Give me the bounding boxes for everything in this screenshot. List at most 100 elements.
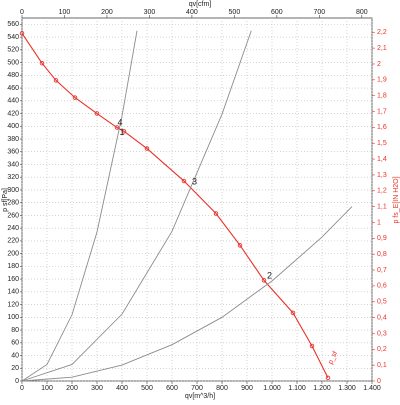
series-label: p_sf [327, 350, 339, 365]
y2-tick-label: 1 [377, 219, 381, 226]
x-tick-label: 1.000 [263, 385, 281, 392]
y2-tick-label: 1,6 [377, 124, 387, 131]
x-tick-label: 900 [241, 385, 253, 392]
y-tick-label: 540 [7, 34, 19, 41]
y-tick-label: 380 [7, 136, 19, 143]
y2-tick-label: 0,9 [377, 235, 387, 242]
x2-axis-title: qv[cfm] [189, 1, 212, 8]
y-axis-title: p sf[Pa] [2, 188, 9, 212]
point-number: 4 [117, 117, 122, 127]
y-tick-label: 100 [7, 314, 19, 321]
point-marker [144, 146, 150, 151]
y2-tick-label: 0,2 [377, 346, 387, 353]
x-tick-label: 100 [41, 385, 53, 392]
y-tick-label: 120 [7, 301, 19, 308]
y-tick-label: 200 [7, 250, 19, 257]
y2-tick-label: 0,6 [377, 283, 387, 290]
y-tick-label: 480 [7, 72, 19, 79]
y-tick-label: 300 [7, 187, 19, 194]
y-tick-label: 520 [7, 47, 19, 54]
x-tick-label: 500 [141, 385, 153, 392]
x2-tick-label: 100 [59, 9, 71, 16]
y2-tick-label: 0,5 [377, 299, 387, 306]
point-marker [261, 278, 267, 283]
y-tick-label: 360 [7, 149, 19, 156]
y-tick-label: 40 [11, 352, 19, 359]
y2-tick-label: 2,1 [377, 45, 387, 52]
x2-tick-label: 0 [20, 9, 24, 16]
y-tick-label: 440 [7, 98, 19, 105]
y2-tick-label: 1,5 [377, 140, 387, 147]
y2-tick-label: 0,3 [377, 330, 387, 337]
y-tick-label: 340 [7, 161, 19, 168]
point-marker [72, 95, 78, 100]
x2-tick-label: 300 [144, 9, 156, 16]
y2-tick-label: 0 [377, 378, 381, 385]
y-tick-label: 280 [7, 200, 19, 207]
y2-tick-label: 0,8 [377, 251, 387, 258]
x2-tick-label: 600 [271, 9, 283, 16]
y-tick-label: 60 [11, 340, 19, 347]
y2-tick-label: 1,4 [377, 156, 387, 163]
y-tick-label: 80 [11, 327, 19, 334]
series-line [21, 32, 329, 379]
y-tick-label: 460 [7, 85, 19, 92]
point-marker [19, 31, 25, 36]
y-tick-label: 420 [7, 110, 19, 117]
y2-tick-label: 1,9 [377, 77, 387, 84]
y-tick-label: 400 [7, 123, 19, 130]
y2-tick-label: 1,7 [377, 108, 387, 115]
point-marker [53, 78, 59, 83]
series-line [21, 30, 138, 382]
y2-tick-label: 2 [377, 61, 381, 68]
y-tick-label: 220 [7, 238, 19, 245]
point-marker [290, 310, 296, 316]
series-line [21, 30, 252, 382]
x-tick-label: 700 [191, 385, 203, 392]
point-marker [325, 375, 331, 381]
y2-tick-label: 1,2 [377, 188, 387, 195]
x2-tick-label: 200 [101, 9, 113, 16]
point-marker [181, 178, 187, 184]
y-tick-label: 240 [7, 225, 19, 232]
y-tick-label: 0 [15, 378, 19, 385]
x-tick-label: 1.100 [288, 385, 306, 392]
point-marker [94, 111, 100, 116]
x-tick-label: 0 [20, 385, 24, 392]
y2-tick-label: 2,2 [377, 29, 387, 36]
x-axis-title: qv[m^3/h] [185, 393, 215, 400]
y-tick-label: 20 [11, 365, 19, 372]
x-tick-label: 1.300 [338, 385, 356, 392]
x2-tick-label: 700 [313, 9, 325, 16]
point-marker [114, 125, 120, 130]
point-marker [39, 60, 45, 66]
point-marker [309, 343, 315, 349]
x-tick-label: 300 [91, 385, 103, 392]
point-marker [121, 129, 127, 134]
y2-tick-label: 1,1 [377, 203, 387, 210]
x2-tick-label: 400 [186, 9, 198, 16]
x-tick-label: 200 [66, 385, 78, 392]
y-tick-label: 260 [7, 212, 19, 219]
x-tick-label: 400 [116, 385, 128, 392]
x-tick-label: 600 [166, 385, 178, 392]
x-tick-label: 1.400 [363, 385, 381, 392]
point-marker [237, 243, 243, 248]
y-tick-label: 140 [7, 289, 19, 296]
y-tick-label: 160 [7, 276, 19, 283]
y2-tick-label: 1,8 [377, 93, 387, 100]
y2-axis-title: p fs_E[IN H2O] [393, 176, 400, 223]
series-line [21, 206, 353, 382]
x2-tick-label: 800 [356, 9, 368, 16]
x-tick-label: 800 [216, 385, 228, 392]
point-number: 2 [267, 270, 272, 280]
y2-tick-label: 0,4 [377, 314, 387, 321]
x-tick-label: 1.200 [313, 385, 331, 392]
y-tick-label: 500 [7, 59, 19, 66]
point-number: 3 [192, 177, 197, 187]
y2-tick-label: 0,1 [377, 362, 387, 369]
y-tick-label: 320 [7, 174, 19, 181]
y2-tick-label: 1,3 [377, 172, 387, 179]
y-tick-label: 560 [7, 21, 19, 28]
